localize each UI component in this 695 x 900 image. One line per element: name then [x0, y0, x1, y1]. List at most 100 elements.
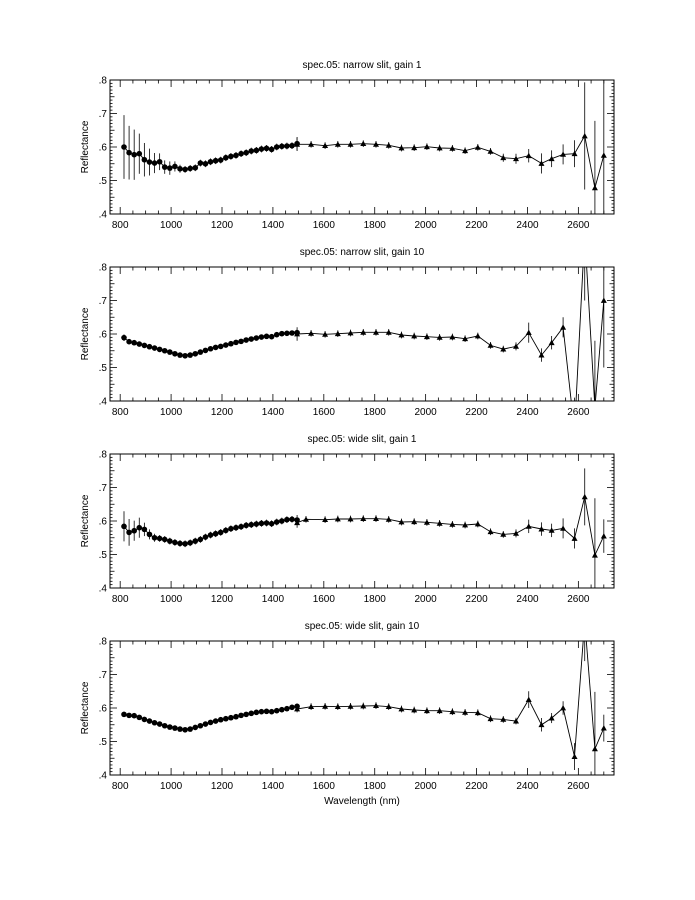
data-point	[591, 184, 598, 191]
data-point	[548, 339, 555, 346]
data-point	[600, 297, 607, 303]
data-point	[360, 702, 367, 709]
data-point	[474, 521, 481, 527]
x-tick-label: 1800	[364, 594, 387, 605]
data-point	[560, 151, 567, 157]
data-point	[136, 714, 143, 721]
data-point	[192, 538, 199, 544]
data-point	[308, 141, 315, 147]
x-tick-label: 1600	[313, 594, 336, 605]
data-point	[279, 518, 285, 524]
data-point	[423, 519, 430, 525]
data-point	[141, 156, 148, 163]
data-point	[258, 334, 265, 340]
data-point	[398, 519, 405, 525]
data-point	[197, 160, 204, 166]
data-point	[572, 428, 578, 433]
y-tick-label: .5	[99, 176, 108, 187]
data-area	[121, 80, 607, 214]
data-point	[248, 710, 255, 717]
series-circle	[121, 115, 300, 180]
data-point	[268, 520, 275, 527]
y-tick-label: .7	[99, 670, 108, 681]
data-point	[294, 331, 301, 337]
data-point	[151, 345, 158, 351]
data-point	[238, 712, 244, 719]
data-point	[385, 516, 392, 522]
data-point	[238, 150, 244, 157]
y-axis-label: Reflectance	[80, 494, 91, 547]
y-tick-label: .8	[99, 263, 108, 274]
x-tick-label: 2200	[465, 781, 488, 792]
data-point	[141, 526, 148, 533]
data-point	[284, 705, 290, 712]
data-point	[347, 329, 354, 336]
data-point	[548, 715, 555, 721]
data-point	[238, 338, 244, 345]
series-line	[297, 267, 605, 401]
y-ticks	[110, 79, 614, 215]
data-point	[385, 703, 392, 710]
data-point	[525, 696, 532, 703]
data-point	[197, 722, 204, 729]
x-ticks	[119, 267, 605, 401]
data-point	[161, 722, 168, 729]
data-point	[141, 716, 148, 723]
x-tick-label: 2600	[567, 220, 590, 231]
data-point	[177, 540, 183, 547]
data-point	[360, 329, 367, 335]
data-point	[582, 231, 588, 236]
x-tick-label: 1400	[262, 594, 285, 605]
data-point	[228, 340, 234, 347]
data-point	[233, 339, 239, 346]
data-point	[487, 715, 494, 722]
data-point	[294, 141, 301, 147]
data-point	[187, 726, 193, 732]
data-point	[279, 706, 285, 713]
data-point	[571, 535, 578, 541]
data-point	[411, 707, 418, 713]
x-tick-label: 2400	[516, 407, 539, 418]
data-point	[253, 147, 260, 154]
data-point	[192, 350, 199, 357]
data-point	[334, 515, 341, 522]
data-point	[322, 516, 329, 523]
data-point	[192, 724, 199, 731]
data-point	[538, 160, 545, 166]
data-point	[560, 525, 567, 531]
x-tick-label: 2000	[415, 407, 438, 418]
x-tick-label: 800	[112, 594, 129, 605]
data-point	[548, 155, 555, 162]
data-point	[258, 520, 265, 527]
y-tick-label: .7	[99, 296, 108, 307]
series-triangle	[294, 231, 607, 433]
data-point	[167, 349, 173, 355]
y-tick-label: .8	[99, 450, 108, 461]
data-point	[423, 143, 430, 150]
y-tick-label: .8	[99, 637, 108, 648]
x-tick-label: 1200	[211, 220, 234, 231]
data-point	[207, 158, 214, 165]
data-point	[268, 146, 275, 153]
x-tick-label: 2000	[415, 594, 438, 605]
x-ticks	[119, 641, 605, 775]
data-point	[308, 703, 315, 710]
data-point	[592, 405, 598, 410]
data-point	[182, 540, 188, 547]
y-tick-label: .4	[99, 584, 108, 595]
data-point	[373, 515, 379, 522]
y-tick-label: .5	[99, 550, 108, 561]
chart-panel-3: spec.05: wide slit, gain 1 800 1000 1200 140…	[80, 434, 615, 605]
data-point	[223, 527, 229, 534]
data-point	[538, 352, 545, 358]
data-point	[202, 721, 209, 727]
data-point	[436, 707, 443, 714]
data-point	[423, 333, 430, 340]
data-point	[258, 146, 265, 152]
data-point	[322, 331, 329, 337]
data-area	[121, 641, 607, 775]
data-point	[217, 529, 224, 536]
x-tick-label: 1200	[211, 781, 234, 792]
data-point	[347, 703, 354, 709]
x-tick-label: 2600	[567, 781, 590, 792]
